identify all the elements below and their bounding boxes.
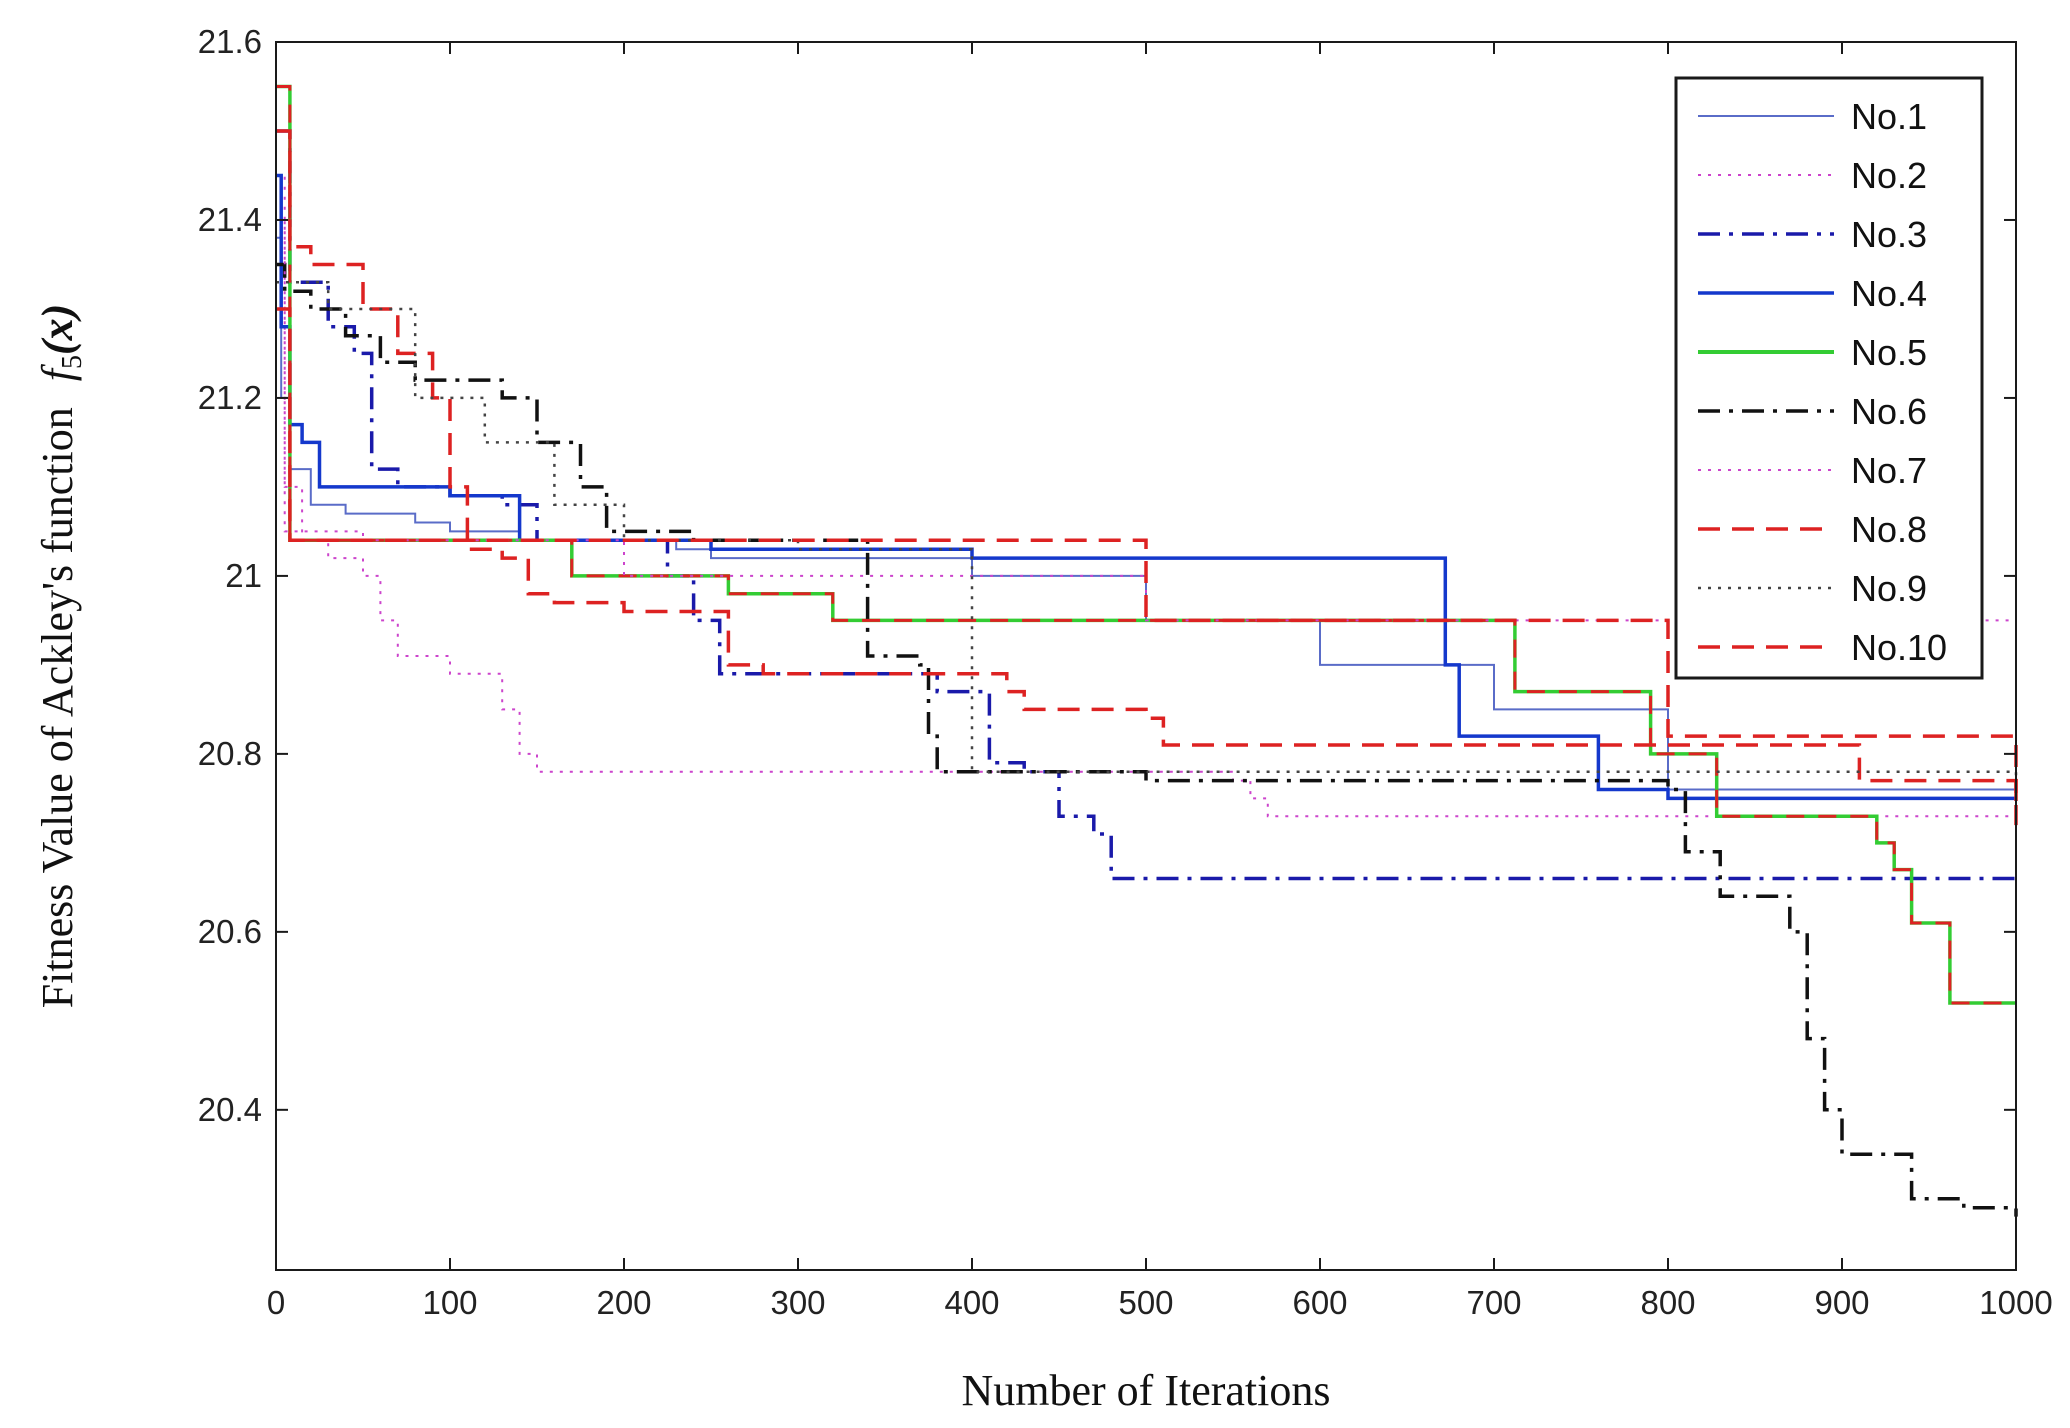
legend-label-1: No.1 xyxy=(1851,96,1927,137)
x-tick-label: 500 xyxy=(1118,1284,1173,1321)
x-tick-label: 100 xyxy=(422,1284,477,1321)
y-tick-label: 20.6 xyxy=(198,913,262,950)
x-axis-title: Number of Iterations xyxy=(962,1366,1331,1415)
x-tick-label: 700 xyxy=(1466,1284,1521,1321)
legend-label-9: No.9 xyxy=(1851,568,1927,609)
x-tick-label: 800 xyxy=(1640,1284,1695,1321)
y-axis: 20.4 20.6 20.8 21 21.2 21.4 21.6 xyxy=(198,23,2016,1128)
y-tick-label: 20.4 xyxy=(198,1091,262,1128)
y-tick-label: 20.8 xyxy=(198,735,262,772)
x-tick-label: 0 xyxy=(267,1284,285,1321)
legend-label-5: No.5 xyxy=(1851,332,1927,373)
y-tick-label: 21.6 xyxy=(198,23,262,60)
legend-label-7: No.7 xyxy=(1851,450,1927,491)
series-line-10 xyxy=(276,307,2018,808)
legend-label-2: No.2 xyxy=(1851,155,1927,196)
y-axis-title-math-sub: 5 xyxy=(57,355,88,369)
series-line-3 xyxy=(276,129,2016,881)
legend-label-3: No.3 xyxy=(1851,214,1927,255)
legend-label-8: No.8 xyxy=(1851,509,1927,550)
legend-label-4: No.4 xyxy=(1851,273,1927,314)
series-line-5-overlay xyxy=(276,85,2016,1005)
x-axis: 0 100 200 300 400 500 600 700 800 900 1000 xyxy=(267,42,2053,1321)
legend: No.1 No.2 No.3 No.4 No.5 No.6 No.7 No.8 No.9 No.1… xyxy=(1674,76,1984,680)
y-axis-title-text: Fitness Value of Ackley's function xyxy=(33,407,82,1008)
y-tick-label: 21 xyxy=(225,557,262,594)
legend-box xyxy=(1674,76,1984,680)
x-tick-label: 200 xyxy=(596,1284,651,1321)
series-line-8 xyxy=(276,129,2018,826)
legend-label-6: No.6 xyxy=(1851,391,1927,432)
y-axis-title: Fitness Value of Ackley's functionf5(x) xyxy=(33,304,88,1009)
y-axis-title-math-arg: (x) xyxy=(33,304,82,355)
x-tick-label: 400 xyxy=(944,1284,999,1321)
legend-label-10: No.10 xyxy=(1851,627,1947,668)
x-tick-label: 1000 xyxy=(1979,1284,2052,1321)
series-layer xyxy=(276,84,2018,1217)
series-line-2 xyxy=(276,174,2016,818)
y-tick-label: 21.2 xyxy=(198,379,262,416)
y-tick-label: 21.4 xyxy=(198,201,262,238)
x-tick-label: 600 xyxy=(1292,1284,1347,1321)
x-tick-label: 300 xyxy=(770,1284,825,1321)
x-tick-label: 900 xyxy=(1814,1284,1869,1321)
series-line-9 xyxy=(276,281,2018,781)
series-line-4 xyxy=(276,173,2016,801)
